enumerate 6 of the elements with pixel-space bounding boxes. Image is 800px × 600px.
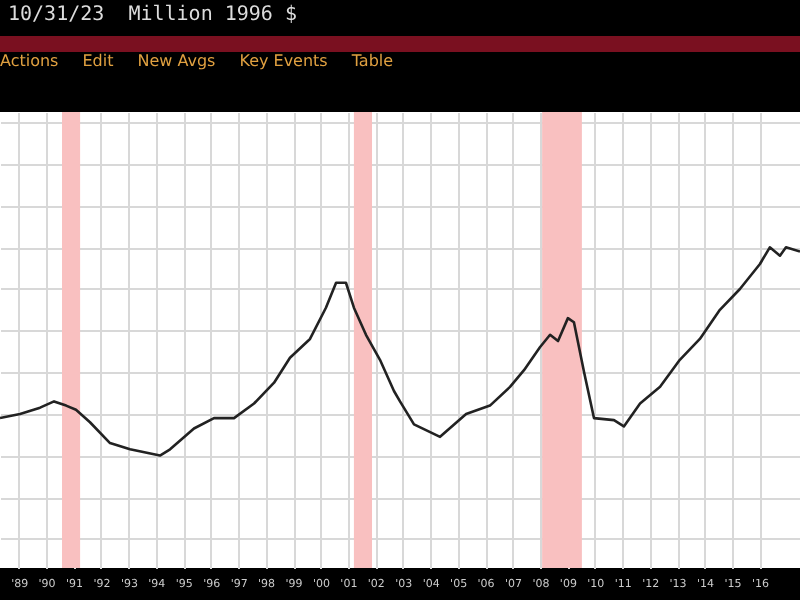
- text: New Avgs: [137, 52, 216, 70]
- text: 10/31/23 Million 1996 $: [8, 4, 297, 26]
- text: Table: [351, 52, 394, 70]
- text: Actions: [0, 52, 59, 70]
- text: Key Events: [239, 52, 328, 70]
- text: Edit: [82, 52, 114, 70]
